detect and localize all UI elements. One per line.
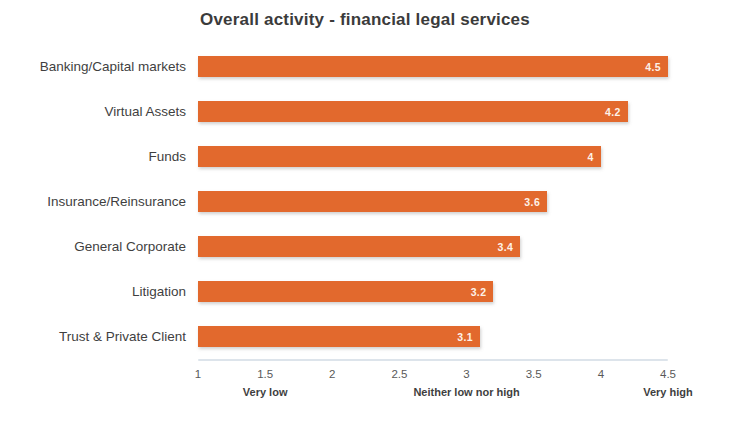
x-tick: 2.5: [391, 368, 407, 380]
x-tick: 3: [463, 368, 469, 380]
x-axis-annotations: Very low Neither low nor high Very high: [198, 386, 668, 401]
bar-value-label: 3.6: [524, 196, 547, 208]
bar-row: Funds 4: [0, 134, 730, 179]
bar: 4: [198, 146, 601, 167]
bar-track: 3.4: [198, 236, 668, 257]
chart-title: Overall activity - financial legal servi…: [0, 0, 730, 30]
bar-row: General Corporate 3.4: [0, 224, 730, 269]
axis-annotation-neither: Neither low nor high: [413, 386, 519, 398]
bar-value-label: 4.2: [605, 106, 628, 118]
bar-value-label: 4.5: [645, 61, 668, 73]
x-axis: 1 1.5 2 2.5 3 3.5 4 4.5 Very low Neither…: [198, 359, 668, 401]
x-tick: 3.5: [526, 368, 542, 380]
category-label: Insurance/Reinsurance: [0, 194, 186, 209]
bar-chart: Overall activity - financial legal servi…: [0, 0, 730, 425]
category-label: Trust & Private Client: [0, 329, 186, 344]
x-tick: 4: [598, 368, 604, 380]
category-label: Funds: [0, 149, 186, 164]
bar-track: 4: [198, 146, 668, 167]
x-axis-line: [198, 359, 668, 361]
x-tick: 1.5: [257, 368, 273, 380]
bar: 4.5: [198, 56, 668, 77]
category-label: Litigation: [0, 284, 186, 299]
bar-track: 4.2: [198, 101, 668, 122]
category-label: General Corporate: [0, 239, 186, 254]
bar-row: Litigation 3.2: [0, 269, 730, 314]
bar-value-label: 3.2: [471, 286, 494, 298]
bar-row: Trust & Private Client 3.1: [0, 314, 730, 359]
bar: 3.6: [198, 191, 547, 212]
bar: 3.2: [198, 281, 493, 302]
bar-row: Virtual Assets 4.2: [0, 89, 730, 134]
bar: 4.2: [198, 101, 628, 122]
bar-track: 4.5: [198, 56, 668, 77]
axis-annotation-very-low: Very low: [243, 386, 288, 398]
bar-row: Insurance/Reinsurance 3.6: [0, 179, 730, 224]
x-tick: 4.5: [660, 368, 676, 380]
bar: 3.4: [198, 236, 520, 257]
bar-track: 3.2: [198, 281, 668, 302]
x-tick: 2: [329, 368, 335, 380]
bar-value-label: 3.4: [497, 241, 520, 253]
bar-track: 3.1: [198, 326, 668, 347]
bar-value-label: 3.1: [457, 331, 480, 343]
bar-row: Banking/Capital markets 4.5: [0, 44, 730, 89]
bar-track: 3.6: [198, 191, 668, 212]
bar: 3.1: [198, 326, 480, 347]
bars-area: Banking/Capital markets 4.5 Virtual Asse…: [0, 44, 730, 359]
axis-annotation-very-high: Very high: [643, 386, 693, 398]
bar-value-label: 4: [588, 151, 601, 163]
category-label: Banking/Capital markets: [0, 59, 186, 74]
x-axis-ticks: 1 1.5 2 2.5 3 3.5 4 4.5: [198, 368, 668, 383]
x-tick: 1: [195, 368, 201, 380]
category-label: Virtual Assets: [0, 104, 186, 119]
